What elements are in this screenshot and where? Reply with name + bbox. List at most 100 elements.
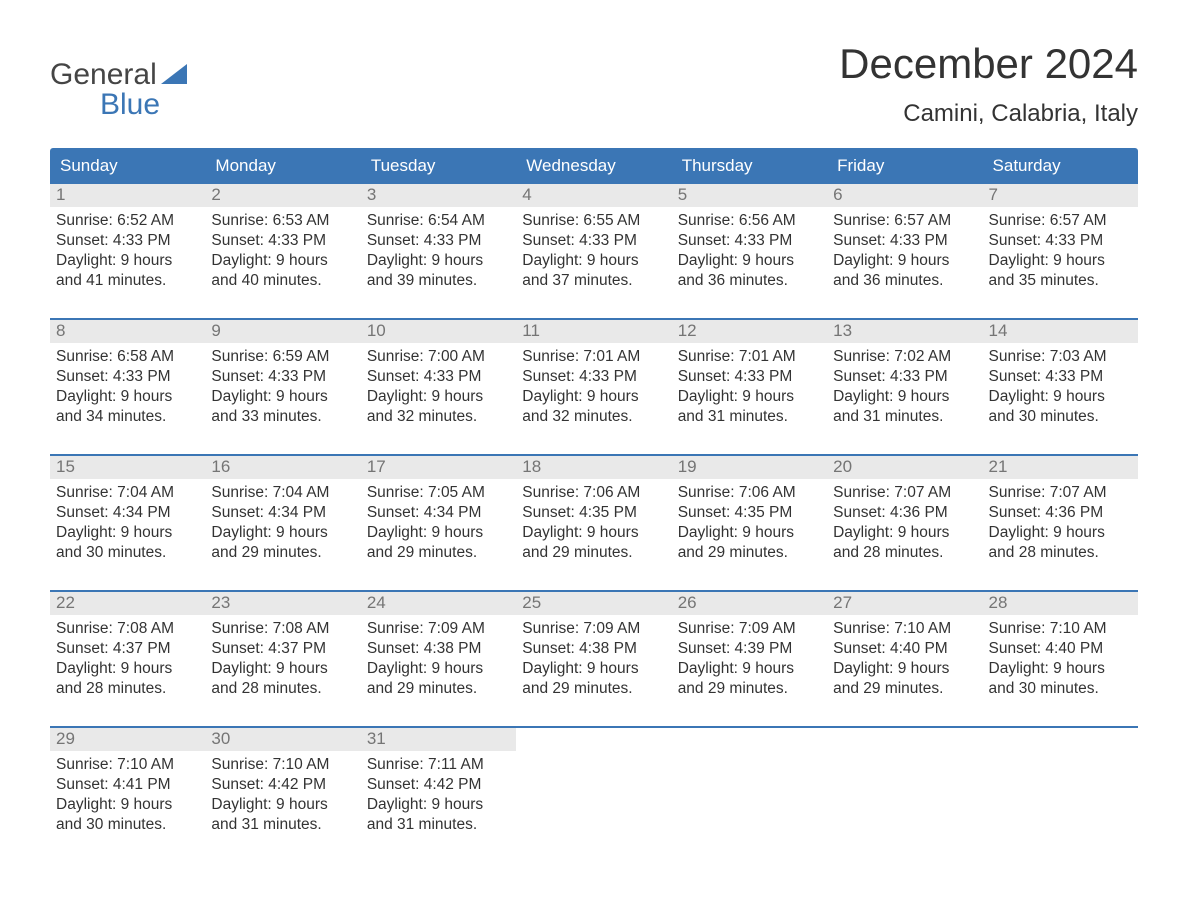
day1-text: Daylight: 9 hours (678, 659, 821, 679)
day-data: Sunrise: 6:55 AMSunset: 4:33 PMDaylight:… (516, 207, 671, 298)
sunrise-text: Sunrise: 7:05 AM (367, 483, 510, 503)
day-data: Sunrise: 7:04 AMSunset: 4:34 PMDaylight:… (50, 479, 205, 570)
day-data: Sunrise: 7:10 AMSunset: 4:42 PMDaylight:… (205, 751, 360, 842)
day1-text: Daylight: 9 hours (989, 251, 1132, 271)
day2-text: and 41 minutes. (56, 271, 199, 291)
day2-text: and 29 minutes. (522, 679, 665, 699)
day1-text: Daylight: 9 hours (522, 659, 665, 679)
sunrise-text: Sunrise: 7:10 AM (989, 619, 1132, 639)
day-data: Sunrise: 7:05 AMSunset: 4:34 PMDaylight:… (361, 479, 516, 570)
day2-text: and 29 minutes. (211, 543, 354, 563)
day-data: Sunrise: 6:54 AMSunset: 4:33 PMDaylight:… (361, 207, 516, 298)
calendar-cell: 9Sunrise: 6:59 AMSunset: 4:33 PMDaylight… (205, 320, 360, 440)
sunrise-text: Sunrise: 6:55 AM (522, 211, 665, 231)
day-data: Sunrise: 7:09 AMSunset: 4:38 PMDaylight:… (361, 615, 516, 706)
day-data: Sunrise: 7:10 AMSunset: 4:40 PMDaylight:… (827, 615, 982, 706)
day-data: Sunrise: 7:00 AMSunset: 4:33 PMDaylight:… (361, 343, 516, 434)
day-number: 7 (983, 184, 1138, 207)
weekday-label: Saturday (983, 148, 1138, 184)
brand-line1: General (50, 60, 157, 90)
day-data: Sunrise: 6:59 AMSunset: 4:33 PMDaylight:… (205, 343, 360, 434)
day-data: Sunrise: 7:07 AMSunset: 4:36 PMDaylight:… (827, 479, 982, 570)
day-number: 9 (205, 320, 360, 343)
sunset-text: Sunset: 4:38 PM (522, 639, 665, 659)
sunrise-text: Sunrise: 7:10 AM (56, 755, 199, 775)
sunset-text: Sunset: 4:35 PM (678, 503, 821, 523)
day-number: 8 (50, 320, 205, 343)
day2-text: and 30 minutes. (989, 679, 1132, 699)
sunrise-text: Sunrise: 6:56 AM (678, 211, 821, 231)
day-data: Sunrise: 7:04 AMSunset: 4:34 PMDaylight:… (205, 479, 360, 570)
day-number: 18 (516, 456, 671, 479)
sunrise-text: Sunrise: 7:04 AM (211, 483, 354, 503)
calendar-cell: 21Sunrise: 7:07 AMSunset: 4:36 PMDayligh… (983, 456, 1138, 576)
day-data: Sunrise: 7:02 AMSunset: 4:33 PMDaylight:… (827, 343, 982, 434)
calendar-week: 8Sunrise: 6:58 AMSunset: 4:33 PMDaylight… (50, 318, 1138, 440)
day-data: Sunrise: 6:52 AMSunset: 4:33 PMDaylight:… (50, 207, 205, 298)
calendar-cell: 5Sunrise: 6:56 AMSunset: 4:33 PMDaylight… (672, 184, 827, 304)
sunrise-text: Sunrise: 6:59 AM (211, 347, 354, 367)
weekday-label: Sunday (50, 148, 205, 184)
day2-text: and 31 minutes. (833, 407, 976, 427)
calendar-cell: 25Sunrise: 7:09 AMSunset: 4:38 PMDayligh… (516, 592, 671, 712)
sunrise-text: Sunrise: 7:11 AM (367, 755, 510, 775)
calendar-cell: 17Sunrise: 7:05 AMSunset: 4:34 PMDayligh… (361, 456, 516, 576)
sunset-text: Sunset: 4:40 PM (989, 639, 1132, 659)
day-number: 5 (672, 184, 827, 207)
day-data: Sunrise: 7:11 AMSunset: 4:42 PMDaylight:… (361, 751, 516, 842)
sunset-text: Sunset: 4:38 PM (367, 639, 510, 659)
sunset-text: Sunset: 4:37 PM (211, 639, 354, 659)
sunrise-text: Sunrise: 6:52 AM (56, 211, 199, 231)
day2-text: and 30 minutes. (989, 407, 1132, 427)
day2-text: and 34 minutes. (56, 407, 199, 427)
day1-text: Daylight: 9 hours (678, 387, 821, 407)
calendar-cell: 30Sunrise: 7:10 AMSunset: 4:42 PMDayligh… (205, 728, 360, 848)
calendar-cell: 20Sunrise: 7:07 AMSunset: 4:36 PMDayligh… (827, 456, 982, 576)
calendar: Sunday Monday Tuesday Wednesday Thursday… (50, 148, 1138, 848)
day-number: 3 (361, 184, 516, 207)
sunset-text: Sunset: 4:34 PM (367, 503, 510, 523)
calendar-cell: 7Sunrise: 6:57 AMSunset: 4:33 PMDaylight… (983, 184, 1138, 304)
sunrise-text: Sunrise: 7:01 AM (678, 347, 821, 367)
day-data: Sunrise: 7:06 AMSunset: 4:35 PMDaylight:… (516, 479, 671, 570)
calendar-week: 15Sunrise: 7:04 AMSunset: 4:34 PMDayligh… (50, 454, 1138, 576)
day-data: Sunrise: 7:08 AMSunset: 4:37 PMDaylight:… (50, 615, 205, 706)
day1-text: Daylight: 9 hours (56, 387, 199, 407)
sunset-text: Sunset: 4:35 PM (522, 503, 665, 523)
calendar-cell: 8Sunrise: 6:58 AMSunset: 4:33 PMDaylight… (50, 320, 205, 440)
calendar-cell: 15Sunrise: 7:04 AMSunset: 4:34 PMDayligh… (50, 456, 205, 576)
day2-text: and 35 minutes. (989, 271, 1132, 291)
day1-text: Daylight: 9 hours (211, 795, 354, 815)
day-number: 11 (516, 320, 671, 343)
day2-text: and 30 minutes. (56, 815, 199, 835)
day1-text: Daylight: 9 hours (367, 251, 510, 271)
day-data: Sunrise: 6:57 AMSunset: 4:33 PMDaylight:… (827, 207, 982, 298)
day2-text: and 29 minutes. (367, 543, 510, 563)
calendar-cell: 26Sunrise: 7:09 AMSunset: 4:39 PMDayligh… (672, 592, 827, 712)
day-data: Sunrise: 7:01 AMSunset: 4:33 PMDaylight:… (516, 343, 671, 434)
day-number: 30 (205, 728, 360, 751)
calendar-grid: 1Sunrise: 6:52 AMSunset: 4:33 PMDaylight… (50, 184, 1138, 848)
day-data: Sunrise: 6:56 AMSunset: 4:33 PMDaylight:… (672, 207, 827, 298)
calendar-cell: 1Sunrise: 6:52 AMSunset: 4:33 PMDaylight… (50, 184, 205, 304)
day-number: 13 (827, 320, 982, 343)
sunset-text: Sunset: 4:36 PM (989, 503, 1132, 523)
day2-text: and 28 minutes. (56, 679, 199, 699)
sunrise-text: Sunrise: 7:09 AM (678, 619, 821, 639)
day-data: Sunrise: 7:03 AMSunset: 4:33 PMDaylight:… (983, 343, 1138, 434)
weekday-header: Sunday Monday Tuesday Wednesday Thursday… (50, 148, 1138, 184)
day-data: Sunrise: 6:58 AMSunset: 4:33 PMDaylight:… (50, 343, 205, 434)
day1-text: Daylight: 9 hours (367, 523, 510, 543)
sunset-text: Sunset: 4:39 PM (678, 639, 821, 659)
calendar-cell: 12Sunrise: 7:01 AMSunset: 4:33 PMDayligh… (672, 320, 827, 440)
day-number: 2 (205, 184, 360, 207)
sunset-text: Sunset: 4:33 PM (833, 231, 976, 251)
day-number: 29 (50, 728, 205, 751)
day-data: Sunrise: 7:10 AMSunset: 4:40 PMDaylight:… (983, 615, 1138, 706)
day2-text: and 29 minutes. (678, 543, 821, 563)
day-data: Sunrise: 6:57 AMSunset: 4:33 PMDaylight:… (983, 207, 1138, 298)
sunrise-text: Sunrise: 7:07 AM (989, 483, 1132, 503)
sunrise-text: Sunrise: 7:09 AM (367, 619, 510, 639)
day-number: 4 (516, 184, 671, 207)
day2-text: and 36 minutes. (833, 271, 976, 291)
